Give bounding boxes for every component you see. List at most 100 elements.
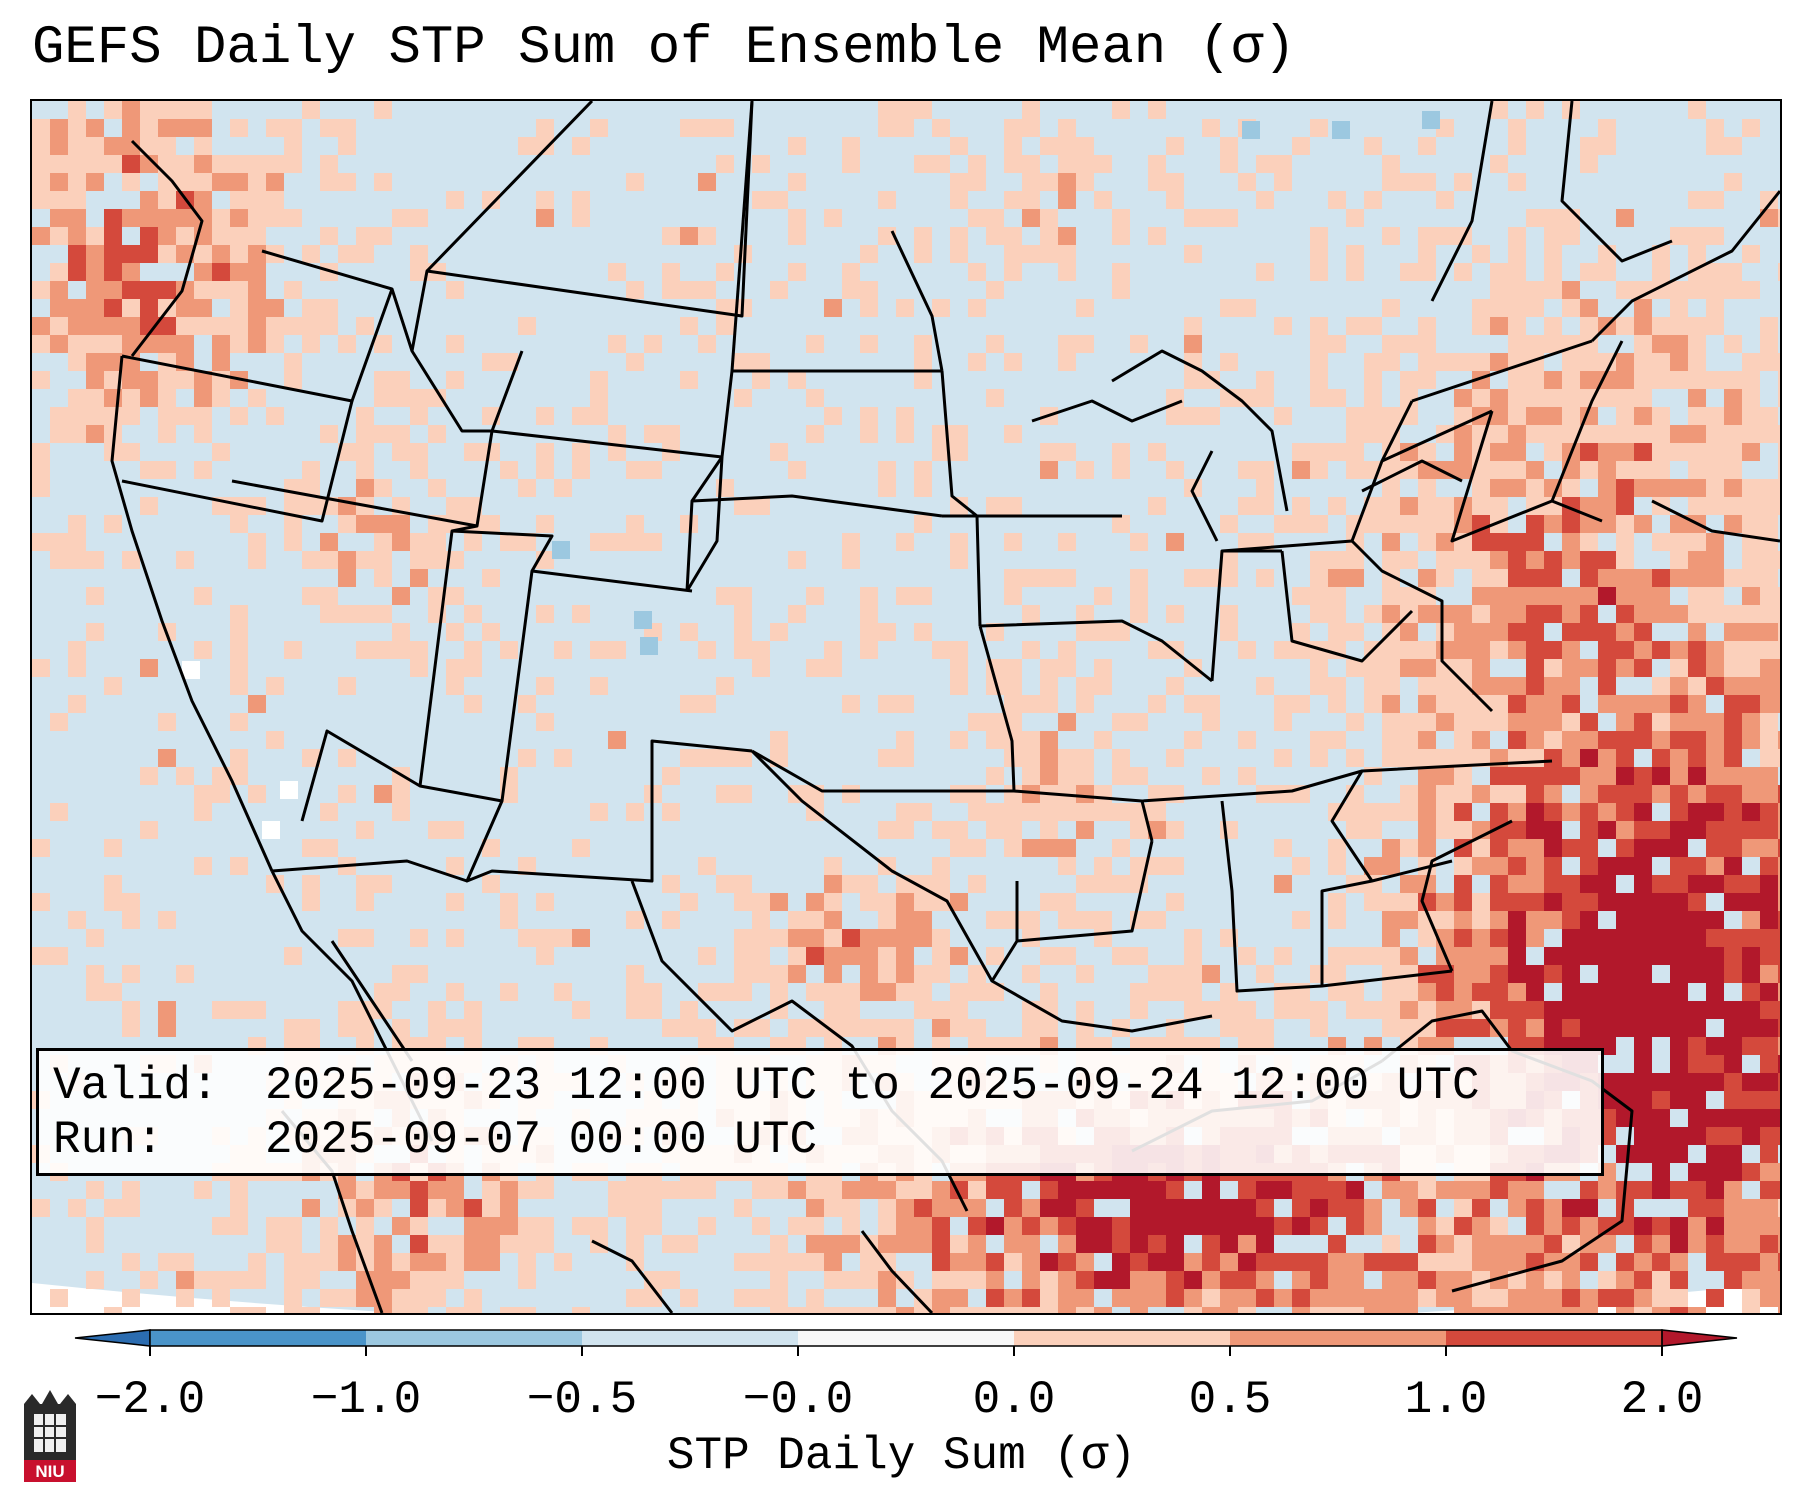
stp-cell — [1022, 641, 1040, 659]
boundary-line — [1330, 770, 1374, 882]
stp-cell — [446, 983, 464, 1001]
stp-cell — [1562, 515, 1580, 533]
stp-cell — [1332, 121, 1350, 139]
stp-cell — [1724, 515, 1742, 533]
stp-cell — [1076, 821, 1094, 839]
stp-cell — [932, 443, 950, 461]
stp-cell — [770, 929, 788, 947]
stp-cell — [950, 785, 968, 803]
stp-cell — [1130, 569, 1148, 587]
stp-cell — [1670, 911, 1688, 929]
stp-cell — [1454, 965, 1472, 983]
stp-cell — [428, 551, 446, 569]
stp-cell — [1760, 803, 1778, 821]
stp-cell — [1724, 947, 1742, 965]
stp-cell — [698, 335, 716, 353]
stp-cell — [1760, 1289, 1778, 1307]
stp-cell — [1508, 263, 1526, 281]
stp-cell — [1382, 335, 1400, 353]
stp-cell — [1418, 929, 1436, 947]
stp-cell — [1184, 929, 1202, 947]
stp-cell — [230, 281, 248, 299]
stp-cell — [1724, 1001, 1742, 1019]
stp-cell — [626, 1217, 644, 1235]
stp-cell — [626, 461, 644, 479]
stp-cell — [356, 605, 374, 623]
stp-cell — [1094, 857, 1112, 875]
stp-cell — [932, 155, 950, 173]
stp-cell — [1742, 1073, 1760, 1091]
stp-cell — [1508, 119, 1526, 137]
stp-cell — [1616, 623, 1634, 641]
stp-cell — [1526, 839, 1544, 857]
stp-cell — [1310, 1199, 1328, 1217]
stp-cell — [140, 137, 158, 155]
stp-cell — [410, 245, 428, 263]
stp-cell — [1490, 569, 1508, 587]
stp-cell — [914, 371, 932, 389]
stp-cell — [1076, 695, 1094, 713]
stp-cell — [86, 245, 104, 263]
stp-cell — [1616, 821, 1634, 839]
stp-cell — [320, 605, 338, 623]
stp-cell — [1778, 1127, 1780, 1145]
colorbar-tick-label: −2.0 — [95, 1374, 205, 1426]
stp-cell — [1382, 965, 1400, 983]
stp-cell — [1400, 497, 1418, 515]
stp-cell — [140, 119, 158, 137]
stp-cell — [716, 785, 734, 803]
stp-cell — [1706, 569, 1724, 587]
stp-cell — [410, 533, 428, 551]
stp-cell — [464, 641, 482, 659]
stp-cell — [1598, 857, 1616, 875]
stp-cell — [248, 155, 266, 173]
stp-cell — [1454, 1289, 1472, 1307]
stp-cell — [158, 317, 176, 335]
stp-cell — [1778, 1055, 1780, 1073]
stp-cell — [1022, 965, 1040, 983]
stp-cell — [1742, 659, 1760, 677]
stp-cell — [32, 533, 50, 551]
stp-cell — [1760, 1217, 1778, 1235]
stp-cell — [1364, 137, 1382, 155]
stp-cell — [1472, 1019, 1490, 1037]
stp-cell — [1778, 803, 1780, 821]
stp-cell — [1004, 1307, 1022, 1313]
stp-cell — [1436, 119, 1454, 137]
stp-cell — [1148, 227, 1166, 245]
stp-cell — [1382, 515, 1400, 533]
stp-cell — [1040, 821, 1058, 839]
stp-cell — [1652, 875, 1670, 893]
stp-cell — [1652, 425, 1670, 443]
stp-cell — [230, 623, 248, 641]
stp-cell — [1706, 803, 1724, 821]
stp-cell — [896, 947, 914, 965]
stp-cell — [1562, 983, 1580, 1001]
stp-cell — [374, 551, 392, 569]
stp-cell — [338, 119, 356, 137]
stp-cell — [788, 137, 806, 155]
stp-cell — [32, 839, 50, 857]
stp-cell — [1490, 677, 1508, 695]
stp-cell — [1184, 695, 1202, 713]
stp-cell — [1508, 443, 1526, 461]
stp-cell — [860, 1271, 878, 1289]
stp-cell — [248, 551, 266, 569]
stp-cell — [1292, 1289, 1310, 1307]
stp-cell — [1202, 119, 1220, 137]
stp-cell — [482, 875, 500, 893]
stp-cell — [950, 1235, 968, 1253]
state-borders — [110, 101, 1780, 1313]
stp-cell — [104, 353, 122, 371]
stp-cell — [1634, 317, 1652, 335]
stp-cell — [1040, 209, 1058, 227]
stp-cell — [1778, 263, 1780, 281]
stp-cell — [392, 533, 410, 551]
stp-cell — [1706, 1181, 1724, 1199]
stp-cell — [860, 965, 878, 983]
stp-cell — [1508, 335, 1526, 353]
stp-cell — [950, 893, 968, 911]
stp-cell — [1652, 983, 1670, 1001]
stp-cell — [50, 227, 68, 245]
stp-cell — [1328, 1199, 1346, 1217]
